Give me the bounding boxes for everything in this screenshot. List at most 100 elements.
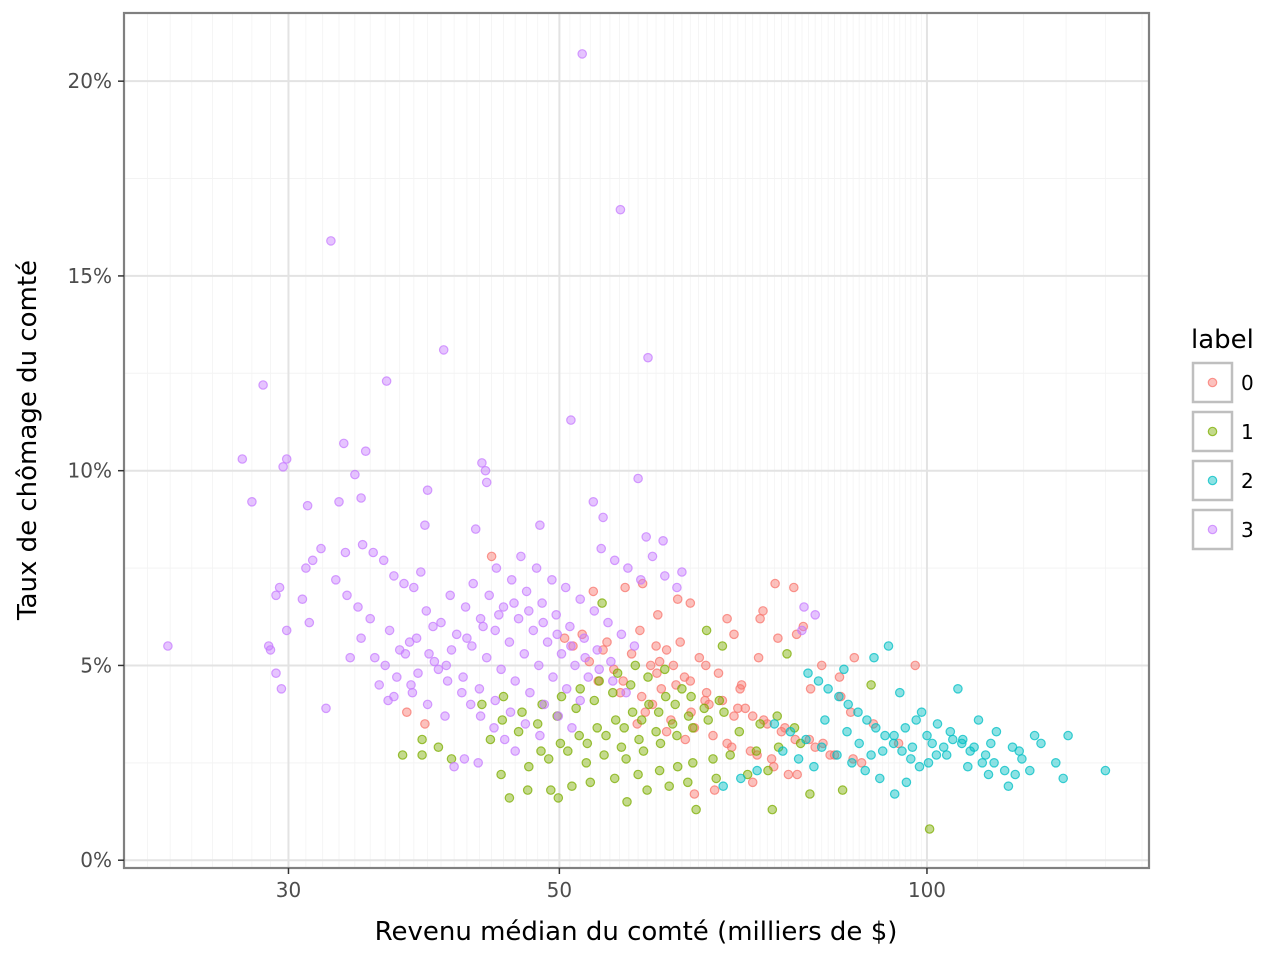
legend-key-box: [1191, 508, 1234, 551]
data-point: [664, 781, 674, 791]
data-point: [594, 664, 604, 675]
data-point: [680, 734, 691, 745]
data-point: [383, 695, 393, 706]
series-0: [401, 551, 920, 799]
data-point: [547, 574, 557, 585]
x-axis: 30 50 100: [276, 868, 946, 902]
data-point: [633, 473, 643, 484]
data-point: [516, 551, 526, 562]
data-point: [641, 532, 651, 542]
data-point: [625, 680, 636, 690]
data-point: [713, 668, 724, 678]
data-point: [467, 641, 477, 651]
data-point: [539, 699, 550, 710]
data-point: [849, 652, 860, 663]
data-point: [473, 757, 483, 768]
data-point: [389, 571, 399, 581]
data-point: [612, 668, 623, 678]
data-point: [615, 204, 626, 215]
legend-item-3: 3: [1191, 508, 1254, 551]
data-point: [357, 539, 368, 550]
data-point: [498, 691, 509, 702]
data-point: [456, 687, 467, 698]
data-point: [438, 345, 449, 355]
data-point: [782, 648, 792, 659]
data-point: [656, 683, 667, 694]
data-point: [869, 652, 879, 663]
data-point: [820, 715, 830, 725]
data-point: [436, 617, 446, 628]
data-point: [520, 719, 531, 729]
data-point: [538, 617, 548, 628]
data-point: [661, 726, 672, 737]
data-point: [340, 547, 351, 558]
data-point: [470, 524, 481, 534]
data-point: [276, 683, 287, 694]
x-tick-label: 100: [908, 878, 946, 902]
data-point: [468, 578, 478, 589]
data-point: [938, 742, 949, 752]
data-point: [491, 563, 502, 573]
legend-key-box: [1191, 410, 1234, 453]
data-point: [755, 613, 765, 624]
legend-label: 3: [1241, 518, 1254, 542]
data-point: [880, 730, 890, 741]
data-point: [417, 750, 427, 760]
data-point: [580, 652, 590, 663]
data-point: [667, 719, 678, 729]
data-point: [619, 722, 629, 733]
data-point: [980, 750, 991, 760]
data-point: [478, 621, 488, 632]
data-point: [535, 520, 545, 530]
data-point: [816, 742, 827, 752]
data-point: [519, 648, 530, 659]
data-point: [687, 757, 698, 768]
data-point: [407, 687, 418, 698]
data-point: [889, 789, 900, 799]
data-point: [629, 641, 640, 651]
data-point: [517, 707, 527, 717]
data-point: [911, 715, 921, 725]
data-point: [772, 711, 782, 721]
data-point: [621, 754, 631, 764]
data-point: [1014, 746, 1024, 756]
data-point: [668, 660, 679, 671]
series-1: [397, 598, 935, 834]
plot-panel: [122, 11, 1151, 870]
data-point: [422, 699, 433, 710]
data-point: [567, 781, 577, 791]
data-point: [651, 726, 661, 737]
minor-gridlines: [124, 13, 1149, 868]
data-point: [428, 621, 438, 632]
data-point: [342, 590, 352, 601]
data-point: [991, 726, 1002, 737]
data-point: [914, 761, 925, 772]
data-point: [672, 582, 682, 593]
data-point: [486, 551, 497, 562]
data-point: [585, 777, 596, 788]
data-point: [565, 621, 575, 632]
data-point: [599, 750, 609, 760]
data-point: [360, 446, 371, 456]
data-point: [579, 633, 589, 643]
data-point: [777, 746, 788, 756]
data-point: [559, 633, 570, 643]
data-point: [643, 352, 653, 363]
legend-key-marker: [1207, 377, 1218, 388]
data-point: [703, 715, 713, 725]
data-point: [525, 687, 535, 698]
data-point: [553, 711, 564, 721]
data-point: [670, 699, 680, 710]
data-point: [620, 582, 630, 593]
data-point: [842, 726, 852, 737]
data-point: [901, 777, 912, 788]
data-point: [711, 773, 721, 784]
data-point: [753, 652, 764, 663]
legend-item-0: 0: [1191, 361, 1254, 404]
data-point: [729, 629, 739, 640]
data-point: [356, 633, 366, 643]
data-point: [931, 750, 942, 760]
y-tick-label: 20%: [68, 69, 112, 93]
data-point: [163, 641, 173, 651]
data-point: [627, 707, 638, 717]
